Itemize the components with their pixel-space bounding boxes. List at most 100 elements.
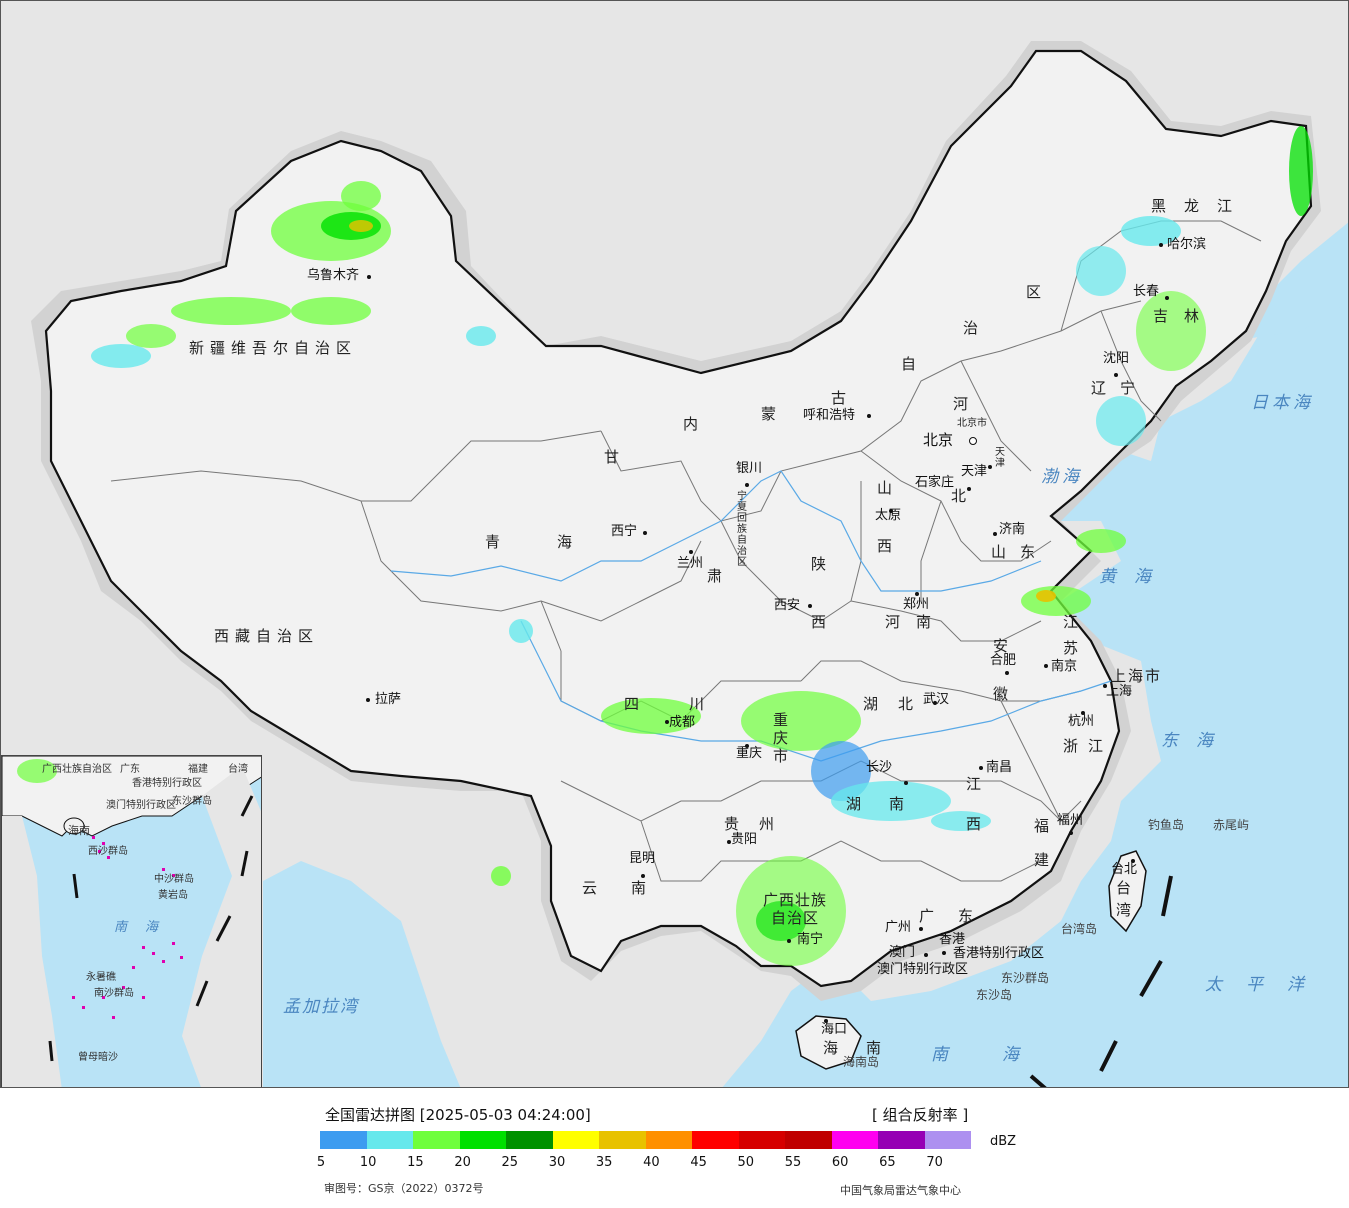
special-region-hk: 香港特别行政区 xyxy=(953,946,1045,961)
city-dot xyxy=(993,532,997,536)
city-label-nanning: 南宁 xyxy=(797,932,824,947)
legend-swatch xyxy=(413,1131,460,1149)
inset-label-hk: 香港特别行政区 xyxy=(132,778,202,789)
legend-swatch xyxy=(320,1131,367,1149)
province-label-jiangxi-1: 江 xyxy=(966,775,988,793)
province-label-guangxi-1: 广西壮族 xyxy=(763,891,828,909)
province-label-anhui-2: 徽 xyxy=(993,685,1015,703)
province-label-anhui-1: 安 xyxy=(993,637,1015,655)
province-label-heilongjiang: 黑龙江 xyxy=(1151,197,1251,215)
special-region-macau: 澳门特别行政区 xyxy=(877,962,969,977)
legend-swatch xyxy=(506,1131,553,1149)
province-label-xizang: 西藏自治区 xyxy=(214,627,320,645)
city-dot xyxy=(643,531,647,535)
city-dot xyxy=(641,874,645,878)
sea-donghai: 东海 xyxy=(1161,731,1231,751)
city-label-guiyang: 贵阳 xyxy=(731,832,758,847)
city-dot xyxy=(824,1019,828,1023)
maritime-boundary xyxy=(1029,875,1173,1087)
province-label-hunan: 湖南 xyxy=(846,795,933,813)
legend-tick-label: 55 xyxy=(784,1155,802,1170)
radar-map: 新疆维吾尔自治区 西藏自治区 青 海 甘 肃 内 蒙 古 自 治 区 黑龙江 吉… xyxy=(0,0,1349,1088)
inset-label-zhongsha: 中沙群岛 xyxy=(154,874,194,885)
province-label-gansu-2: 肃 xyxy=(707,567,729,585)
city-dot xyxy=(967,487,971,491)
city-dot xyxy=(919,927,923,931)
city-dot xyxy=(1131,859,1135,863)
province-label-jiangxi-2: 西 xyxy=(966,815,988,833)
city-label-lanzhou: 兰州 xyxy=(677,556,704,571)
province-label-guizhou: 贵州 xyxy=(724,815,795,833)
city-dot xyxy=(1114,373,1118,377)
taiwan-island xyxy=(1108,850,1147,933)
sea-huanghai: 黄海 xyxy=(1099,567,1169,587)
city-label-changchun: 长春 xyxy=(1133,284,1160,299)
city-dot xyxy=(1103,684,1107,688)
province-label-taiwan-1: 台 xyxy=(1116,879,1138,897)
province-label-sichuan: 四川 xyxy=(624,695,755,713)
legend-swatch xyxy=(924,1131,971,1149)
city-label-taiyuan: 太原 xyxy=(875,508,902,523)
city-label-xian: 西安 xyxy=(774,598,801,613)
legend-unit: dBZ xyxy=(990,1134,1017,1149)
province-label-hainan: 海南 xyxy=(823,1039,910,1057)
inset-label-yongshu: 永暑礁 xyxy=(86,972,116,983)
city-dot xyxy=(665,720,669,724)
province-label-neimenggu-4: 自 xyxy=(901,355,923,373)
city-label-macau: 澳门 xyxy=(889,945,916,960)
city-label-tianjin: 天津 xyxy=(961,464,988,479)
city-label-nanchang: 南昌 xyxy=(986,760,1013,775)
south-china-sea-inset: 广西壮族自治区 广东 福建 台湾 香港特别行政区 澳门特别行政区 东沙群岛 海南… xyxy=(1,755,262,1087)
sea-nanhai: 南海 xyxy=(931,1045,1073,1065)
city-dot xyxy=(745,483,749,487)
inset-label-dongsha: 东沙群岛 xyxy=(172,796,212,807)
city-dot xyxy=(979,766,983,770)
city-dot xyxy=(1005,671,1009,675)
province-label-neimenggu-3: 古 xyxy=(831,389,853,407)
city-label-hefei: 合肥 xyxy=(990,653,1017,668)
legend-swatch xyxy=(599,1131,646,1149)
province-label-neimenggu-2: 蒙 xyxy=(761,405,783,423)
province-label-henan: 河南 xyxy=(885,613,948,631)
province-label-tianjin: 天津 xyxy=(995,447,1005,469)
sea-bohai: 渤海 xyxy=(1041,467,1083,487)
city-label-fuzhou: 福州 xyxy=(1057,813,1084,828)
city-label-shanghai: 上海 xyxy=(1106,684,1133,699)
province-label-shanxi-2: 西 xyxy=(877,537,899,555)
province-label-jilin: 吉林 xyxy=(1153,307,1216,325)
province-label-chongqing: 重庆市 xyxy=(773,711,789,765)
city-label-changsha: 长沙 xyxy=(866,760,893,775)
legend-tick-label: 45 xyxy=(690,1155,707,1170)
city-dot xyxy=(1081,711,1085,715)
province-label-guangdong: 广东 xyxy=(919,907,998,925)
legend-swatch xyxy=(738,1131,785,1149)
city-dot xyxy=(1159,243,1163,247)
city-label-zhengzhou: 郑州 xyxy=(903,597,930,612)
city-dot xyxy=(988,465,992,469)
city-dot xyxy=(367,275,371,279)
province-label-zhejiang: 浙江 xyxy=(1063,737,1114,755)
city-label-nanjing: 南京 xyxy=(1051,659,1078,674)
city-dot xyxy=(915,592,919,596)
city-label-wuhan: 武汉 xyxy=(923,692,950,707)
inset-label-guangdong: 广东 xyxy=(120,764,140,775)
legend-tick-label: 25 xyxy=(501,1155,519,1170)
legend-tick-label: 20 xyxy=(454,1155,471,1170)
province-label-hebei-2: 北 xyxy=(951,487,973,505)
city-dot xyxy=(933,701,937,705)
radar-echoes xyxy=(91,126,1313,966)
inset-label-taiwan: 台湾 xyxy=(228,764,248,775)
province-label-shanghai: 上海市 xyxy=(1111,667,1163,685)
province-label-gansu-1: 甘 xyxy=(604,448,626,466)
sea-ribenhai: 日本海 xyxy=(1251,393,1314,413)
province-label-shanxi-1: 山 xyxy=(877,479,899,497)
city-label-urumqi: 乌鲁木齐 xyxy=(307,268,360,283)
legend-tick-label: 40 xyxy=(643,1155,660,1170)
rivers xyxy=(390,470,1112,762)
inset-label-huangyan: 黄岩岛 xyxy=(158,890,188,901)
city-label-lhasa: 拉萨 xyxy=(375,692,402,707)
inset-sea-nanhai: 南海 xyxy=(114,920,177,935)
province-label-neimenggu-6: 区 xyxy=(1026,283,1048,301)
province-label-yunnan: 云南 xyxy=(582,879,681,897)
city-dot xyxy=(1165,296,1169,300)
